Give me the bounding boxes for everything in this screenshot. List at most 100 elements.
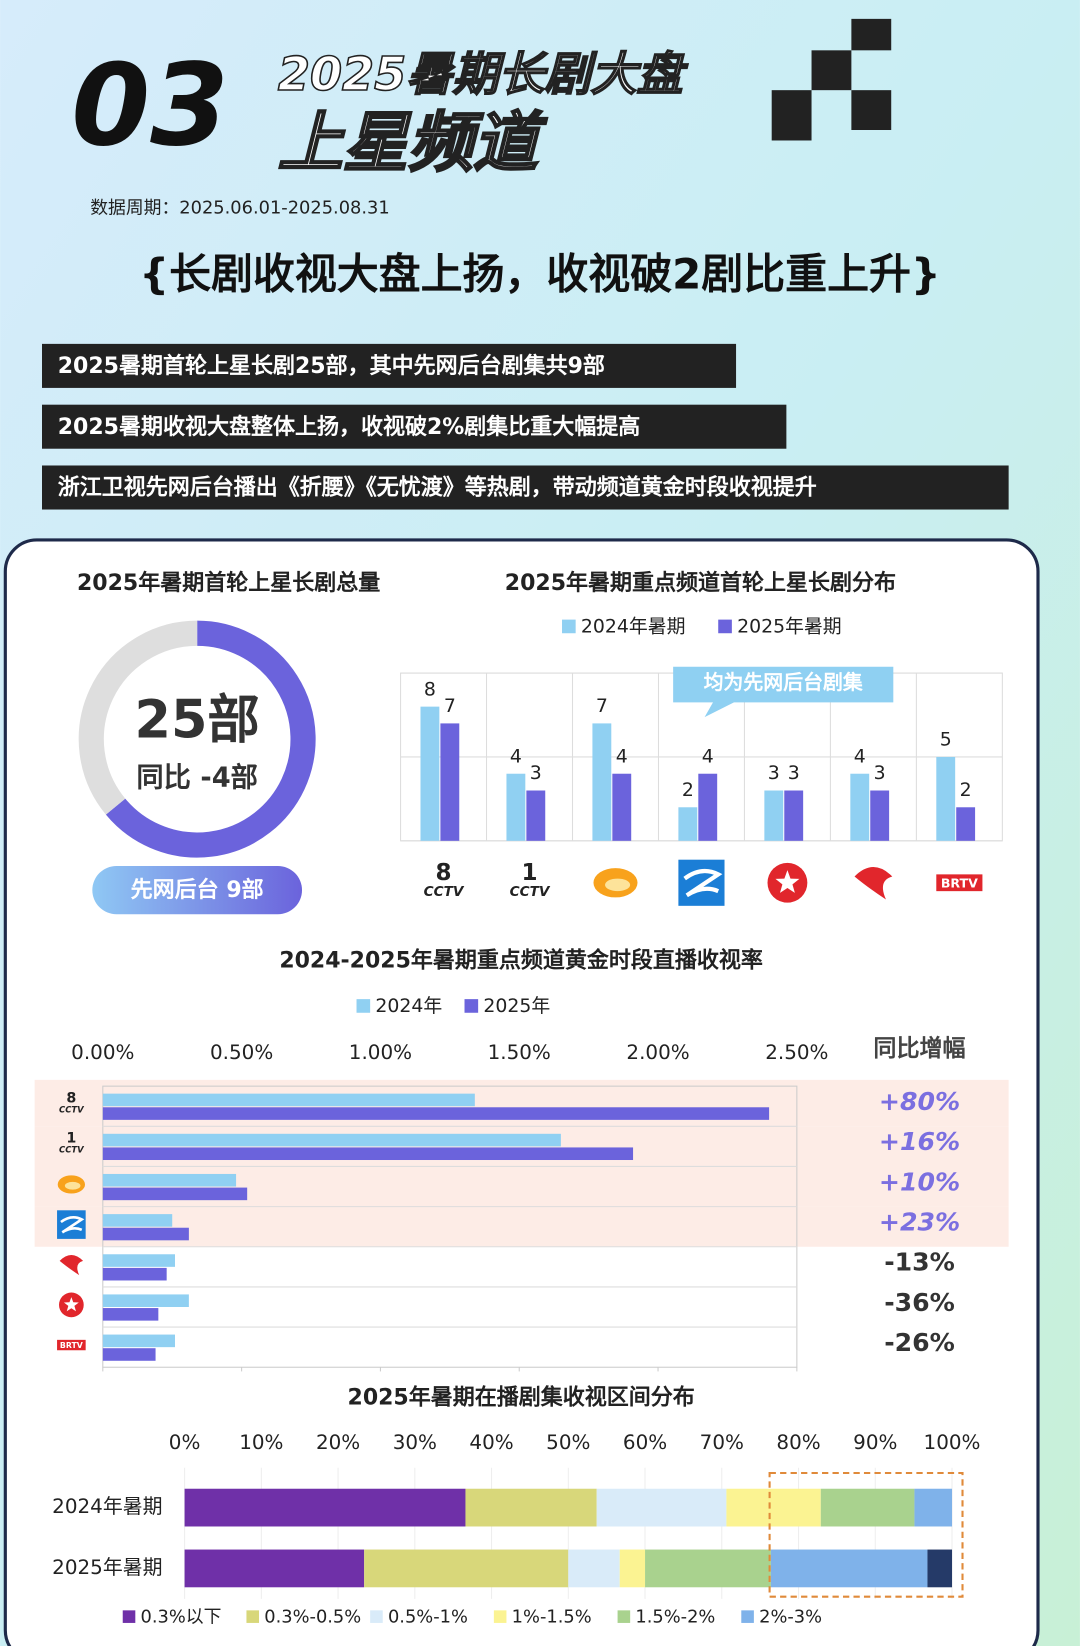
category-label: BRTV (941, 875, 978, 890)
data-label: 3 (530, 762, 542, 784)
bar (698, 773, 718, 841)
logo (936, 874, 983, 892)
chart-title: 2025年暑期在播剧集收视区间分布 (348, 1385, 695, 1411)
category-label: BRTV (60, 1341, 83, 1350)
bar (956, 807, 976, 841)
donut-segment (105, 620, 316, 858)
logo (605, 878, 631, 892)
yoy-label: -26% (884, 1328, 955, 1357)
x-tick-label: 2.00% (626, 1041, 689, 1064)
yoy-label: -36% (884, 1288, 955, 1317)
chart-title: 2025年暑期重点频道首轮上星长剧分布 (505, 570, 896, 596)
data-label: 5 (940, 729, 952, 751)
bar (506, 773, 526, 841)
legend-label: 2%-3% (759, 1607, 822, 1628)
yoy-label: +16% (879, 1127, 960, 1156)
bar (764, 790, 784, 841)
brand-label: CCTV (424, 884, 465, 900)
bar (592, 723, 612, 841)
bar (102, 1227, 189, 1241)
data-label: 4 (510, 745, 522, 767)
bar (870, 790, 890, 841)
legend-label: 2024年暑期 (581, 615, 686, 637)
logo (64, 1181, 81, 1190)
bar-segment (184, 1549, 365, 1588)
x-tick-label: 100% (924, 1431, 981, 1454)
data-label: 7 (444, 695, 456, 717)
period: 数据周期：2025.06.01-2025.08.31 (90, 198, 389, 219)
headline: {长剧收视大盘上扬，收视破2剧比重上升} (139, 249, 941, 298)
bar (102, 1147, 634, 1161)
bar (612, 773, 632, 841)
legend-swatch (370, 1610, 383, 1623)
category-label: 1 (521, 860, 537, 886)
data-label: 2 (682, 779, 694, 801)
legend-swatch (741, 1610, 754, 1623)
bar (102, 1267, 167, 1281)
legend-label: 2024年 (375, 995, 442, 1017)
data-label: 2 (960, 779, 972, 801)
bullet-text: 2025暑期收视大盘整体上扬，收视破2%剧集比重大幅提高 (58, 414, 641, 440)
bullet-bar (42, 343, 737, 388)
yoy-title: 同比增幅 (873, 1035, 965, 1062)
x-tick-label: 60% (623, 1431, 667, 1454)
annotation: 均为先网后台剧集 (704, 670, 863, 694)
category-label: 8 (66, 1090, 76, 1106)
logo (683, 868, 723, 898)
legend-swatch (246, 1610, 260, 1623)
yoy-label: +80% (879, 1087, 960, 1116)
bar (102, 1107, 770, 1120)
decoration (771, 18, 892, 141)
legend-label: 0.3%-0.5% (264, 1607, 361, 1628)
bar (102, 1334, 175, 1348)
bar-segment (184, 1488, 466, 1527)
legend-swatch (356, 999, 371, 1013)
x-tick-label: 1.50% (488, 1041, 551, 1064)
yoy-label: -13% (884, 1248, 955, 1277)
bar-segment (619, 1549, 646, 1588)
center-note: 同比 -4部 (136, 761, 258, 793)
x-tick-label: 0% (169, 1431, 201, 1454)
legend-swatch (493, 1610, 507, 1623)
x-tick-label: 10% (239, 1431, 283, 1454)
bar (102, 1254, 175, 1267)
legend-label: 1.5%-2% (635, 1607, 715, 1628)
bullet-bar (42, 465, 1009, 510)
logo (775, 870, 800, 893)
legend-label: 2025年 (483, 995, 550, 1017)
bar (102, 1308, 159, 1321)
x-tick-label: 70% (700, 1431, 744, 1454)
logo (854, 867, 893, 900)
bar-segment (820, 1488, 915, 1527)
title: 2025暑期长剧大盘 (278, 47, 689, 101)
bar-segment (726, 1488, 821, 1527)
bar-segment (645, 1549, 771, 1588)
x-tick-label: 1.00% (349, 1041, 412, 1064)
bullet-bar (42, 404, 787, 449)
legend-label: 2025年暑期 (737, 615, 842, 637)
brand-label: CCTV (510, 884, 551, 900)
highlight-box (768, 1471, 964, 1598)
bar-segment (465, 1488, 597, 1527)
data-label: 3 (768, 762, 780, 784)
legend-swatch (617, 1610, 631, 1623)
legend-swatch (122, 1610, 136, 1623)
annotation-bubble (673, 666, 894, 718)
logo (678, 859, 725, 906)
data-label: 3 (874, 762, 886, 784)
yoy-label: +23% (879, 1208, 960, 1237)
bar-segment (914, 1488, 953, 1527)
category-label: 8 (436, 860, 452, 886)
data-label: 7 (596, 695, 608, 717)
data-label: 3 (788, 762, 800, 784)
row-highlight (34, 1206, 1009, 1247)
x-tick-label: 40% (469, 1431, 513, 1454)
bar (102, 1187, 248, 1201)
x-tick-label: 30% (393, 1431, 437, 1454)
bar (936, 756, 956, 841)
category-label: 1 (66, 1130, 76, 1146)
bar (440, 723, 460, 841)
x-tick-label: 50% (546, 1431, 590, 1454)
legend-swatch (464, 999, 479, 1013)
